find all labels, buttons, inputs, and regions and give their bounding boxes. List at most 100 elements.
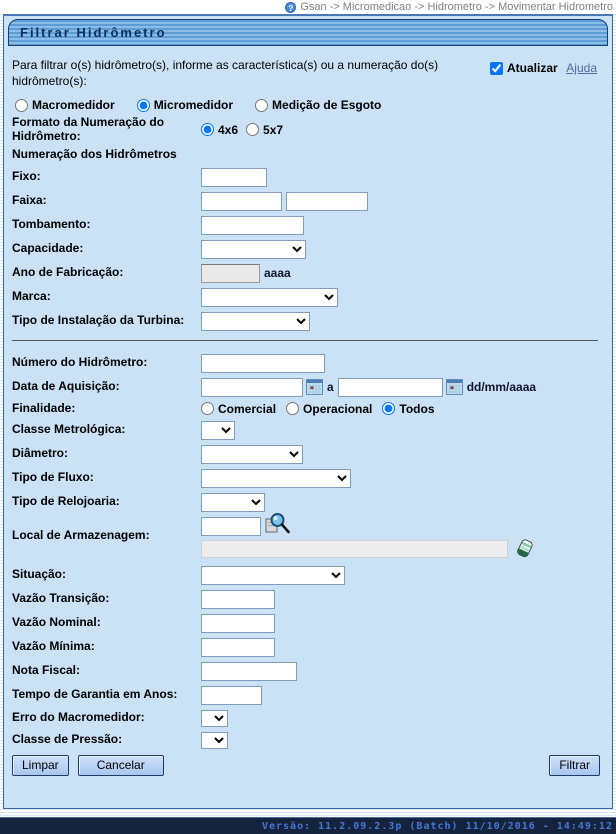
field-row-faixa: Faixa:	[12, 191, 602, 211]
field-row-finalidade: Finalidade: Comercial Operacional Todos	[12, 401, 602, 416]
formato-4x6-radio[interactable]	[201, 123, 214, 137]
comercial-label: Comercial	[218, 401, 277, 416]
finalidade-todos: Todos	[382, 402, 435, 416]
numero-hidrometro-input[interactable]	[201, 353, 325, 373]
field-row-diametro: Diâmetro:	[12, 444, 602, 464]
classe-metrologica-label: Classe Metrológica:	[12, 422, 126, 437]
formato-5x7-radio[interactable]	[246, 123, 260, 137]
atualizar-checkbox[interactable]	[490, 61, 503, 75]
breadcrumb-text: Gsan -> Micromedicao -> Hidrometro -> Mo…	[300, 1, 613, 13]
search-icon[interactable]	[264, 512, 291, 537]
tipo-relojoaria-select[interactable]	[201, 492, 265, 512]
atualizar-option: Atualizar	[490, 61, 558, 75]
classe-pressao-select[interactable]	[201, 731, 228, 749]
field-row-classe-metrologica: Classe Metrológica:	[12, 420, 602, 440]
button-row: Limpar Cancelar Filtrar	[12, 754, 602, 776]
meter-type-medicao-esgoto: Medição de Esgoto	[255, 98, 381, 112]
local-armazenagem-description-input	[201, 540, 508, 559]
field-row-turbina: Tipo de Instalação da Turbina:	[12, 311, 602, 331]
vazao-minima-input[interactable]	[201, 637, 275, 657]
numero-label: Número do Hidrômetro:	[12, 355, 148, 370]
field-row-capacidade: Capacidade:	[12, 239, 602, 259]
capacidade-select[interactable]	[201, 239, 306, 259]
fixo-label: Fixo:	[12, 169, 41, 184]
erro-macromedidor-select[interactable]	[201, 709, 228, 727]
field-row-tipo-relojoaria: Tipo de Relojoaria:	[12, 492, 602, 512]
marca-select[interactable]	[201, 287, 338, 307]
operacional-label: Operacional	[303, 401, 373, 416]
local-armazenagem-label: Local de Armazenagem:	[12, 527, 150, 542]
data-aquisicao-label: Data de Aquisição:	[12, 379, 120, 394]
diametro-select[interactable]	[201, 444, 303, 464]
tombamento-input[interactable]	[201, 215, 304, 235]
formato-5x7: 5x7	[246, 123, 283, 137]
field-row-situacao: Situação:	[12, 565, 602, 585]
turbina-label: Tipo de Instalação da Turbina:	[12, 313, 185, 328]
eraser-icon[interactable]	[515, 539, 534, 560]
fixo-input[interactable]	[201, 167, 267, 187]
calendar-to-icon[interactable]	[445, 379, 463, 396]
faixa-label: Faixa:	[12, 193, 47, 208]
meter-type-macromedidor: Macromedidor	[15, 98, 115, 112]
intro-text: Para filtrar o(s) hidrômetro(s), informe…	[12, 58, 439, 88]
diametro-label: Diâmetro:	[12, 446, 69, 461]
vazao-nominal-label: Vazão Nominal:	[12, 615, 101, 630]
faixa-to-input[interactable]	[286, 191, 368, 211]
tipo-fluxo-select[interactable]	[201, 468, 351, 488]
tipo-fluxo-label: Tipo de Fluxo:	[12, 470, 94, 485]
page-title: Filtrar Hidrômetro	[20, 25, 167, 40]
medicao-esgoto-label: Medição de Esgoto	[272, 98, 382, 113]
data-aquisicao-from-input[interactable]	[201, 377, 303, 397]
filtrar-button[interactable]: Filtrar	[549, 754, 600, 776]
capacidade-label: Capacidade:	[12, 241, 84, 256]
meter-type-micromedidor: Micromedidor	[136, 98, 233, 112]
medicao-esgoto-radio[interactable]	[255, 98, 269, 112]
field-row-tempo-garantia: Tempo de Garantia em Anos:	[12, 685, 602, 705]
formato-4x6-label: 4x6	[218, 122, 239, 137]
tombamento-label: Tombamento:	[12, 217, 91, 232]
ano-fabricacao-suffix: aaaa	[264, 266, 291, 281]
vazao-nominal-input[interactable]	[201, 613, 275, 633]
limpar-button[interactable]: Limpar	[12, 754, 69, 776]
formato-4x6: 4x6	[201, 123, 238, 137]
comercial-radio[interactable]	[201, 402, 214, 416]
field-row-numero: Número do Hidrômetro:	[12, 353, 602, 373]
field-row-nota-fiscal: Nota Fiscal:	[12, 661, 602, 681]
ajuda-link[interactable]: Ajuda	[566, 61, 597, 75]
nota-fiscal-input[interactable]	[201, 661, 297, 681]
tempo-garantia-input[interactable]	[201, 685, 262, 705]
data-aquisicao-conjunction: a	[327, 380, 334, 395]
vazao-transicao-input[interactable]	[201, 589, 275, 609]
filter-panel: Filtrar Hidrômetro Para filtrar o(s) hid…	[3, 14, 613, 809]
situacao-select[interactable]	[201, 565, 345, 585]
data-aquisicao-format-hint: dd/mm/aaaa	[466, 380, 537, 395]
field-row-tipo-fluxo: Tipo de Fluxo:	[12, 468, 602, 488]
micromedidor-radio[interactable]	[136, 98, 150, 112]
formato-label: Formato da Numeração do Hidrômetro:	[12, 115, 165, 143]
field-row-classe-pressao: Classe de Pressão:	[12, 731, 602, 749]
field-row-tombamento: Tombamento:	[12, 215, 602, 235]
nota-fiscal-label: Nota Fiscal:	[12, 663, 81, 678]
formato-5x7-label: 5x7	[263, 122, 284, 137]
ano-fabricacao-input	[201, 263, 260, 283]
numeracao-heading: Numeração dos Hidrômetros	[12, 146, 177, 161]
field-row-marca: Marca:	[12, 287, 602, 307]
version-text: Versão: 11.2.09.2.3p (Batch) 11/10/2016 …	[261, 820, 613, 832]
vazao-minima-label: Vazão Mínima:	[12, 639, 95, 654]
intro-row: Para filtrar o(s) hidrômetro(s), informe…	[12, 58, 602, 89]
local-armazenagem-code-input[interactable]	[201, 517, 261, 537]
classe-pressao-label: Classe de Pressão:	[12, 732, 123, 747]
calendar-from-icon[interactable]	[306, 379, 323, 396]
turbina-select[interactable]	[201, 311, 310, 331]
cancelar-button[interactable]: Cancelar	[77, 754, 164, 776]
field-row-vazao-minima: Vazão Mínima:	[12, 637, 602, 657]
classe-metrologica-select[interactable]	[201, 420, 235, 440]
data-aquisicao-to-input[interactable]	[337, 377, 443, 397]
operacional-radio[interactable]	[286, 402, 300, 416]
formato-row: Formato da Numeração do Hidrômetro: 4x6 …	[12, 115, 602, 144]
macromedidor-radio[interactable]	[15, 98, 28, 112]
faixa-from-input[interactable]	[201, 191, 282, 211]
version-bar: Versão: 11.2.09.2.3p (Batch) 11/10/2016 …	[0, 817, 616, 834]
tempo-garantia-label: Tempo de Garantia em Anos:	[12, 687, 178, 702]
todos-radio[interactable]	[382, 402, 396, 416]
